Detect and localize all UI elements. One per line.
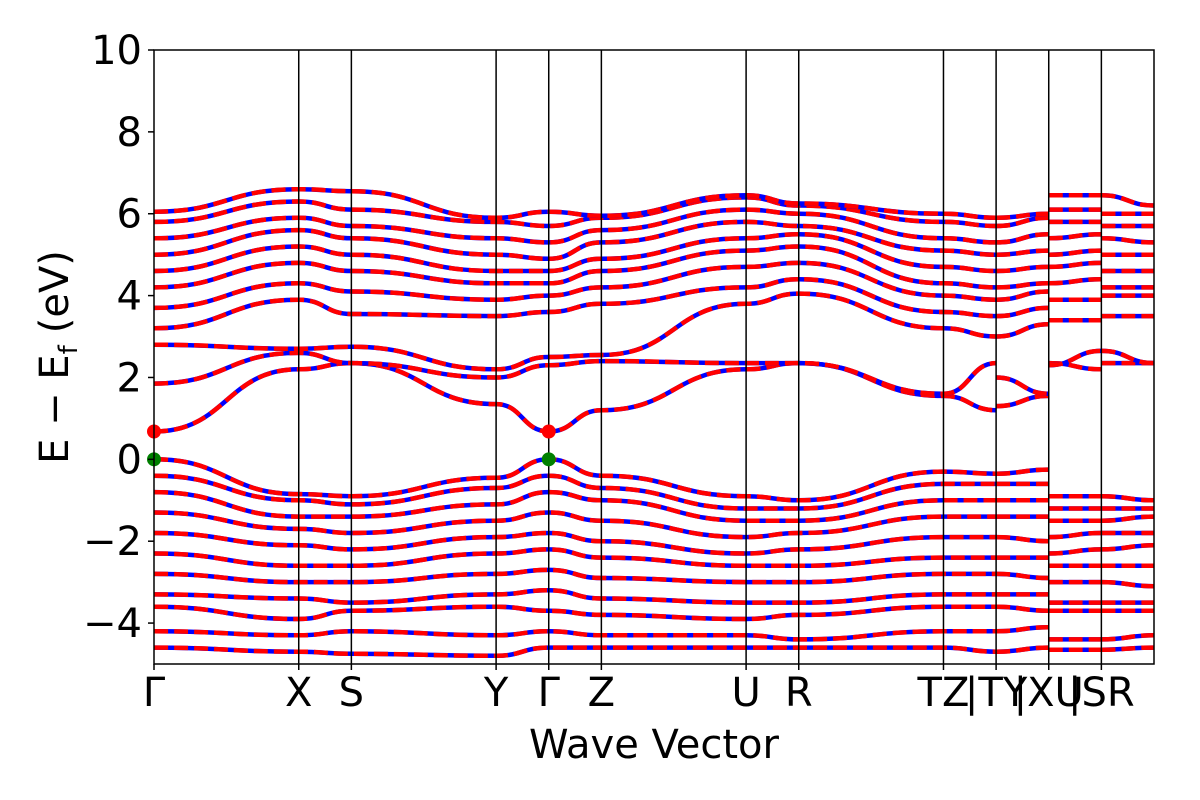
band-vb6-spin-down [153,547,1154,569]
x-axis-title: Wave Vector [529,722,780,768]
x-tick-label: U [731,670,760,716]
band-vb9-spin-down [153,604,1154,622]
x-tick-label: X [285,670,312,716]
band-vb11-spin-down [153,645,1155,659]
x-tick-label: S [339,670,364,716]
x-tick-label: Γ [538,670,561,716]
vbm-marker [541,452,556,467]
band-cb1-spin-down [153,360,1154,434]
high-symmetry-lines [297,50,1103,664]
x-tick-label: Y [483,670,509,716]
y-axis-title: E − Ef (eV) [32,250,84,464]
x-tick-label: |TY [965,670,1028,716]
band-vb5-spin-down [153,530,1155,556]
band-cb3-spin-down [153,291,1154,372]
y-axis-title-unit: (eV) [32,250,78,333]
x-tick-label: |XU [1014,670,1084,716]
x-tick-label: Γ [143,670,166,716]
y-tick-label: 6 [117,192,142,238]
band-vb8-spin-down [153,588,1154,605]
plot-frame [153,49,1155,665]
band-cb2-spin-down [153,348,1155,397]
band-vb2-spin-down [153,473,1154,511]
y-tick-label: 4 [117,274,142,320]
x-tick-label: |SR [1068,670,1135,716]
band-cb8-spin-down [153,219,1155,262]
y-tick-label: 8 [117,110,142,156]
band-cb7-spin-down [153,231,1154,274]
band-cb10-spin-down [153,195,1154,229]
y-tick-label: 10 [91,28,142,74]
x-tick-label: R [785,670,813,716]
band-vb1-spin-down [153,457,1155,503]
y-axis-title-main: E − E [32,354,78,464]
band-vb4-spin-down [153,510,1154,540]
y-axis: −4 −2 0 2 4 6 8 10 [83,28,154,647]
band-cb6-spin-down [153,244,1154,290]
band-cb4-spin-down [153,276,1154,331]
band-vb10-spin-down [153,624,1155,642]
x-tick-label: Z [588,670,615,716]
band-lines [153,186,1155,659]
band-cb9-spin-down [153,207,1154,245]
x-axis: Γ X S Y Γ Z U R TZ|TY|XU|SR [143,664,1135,716]
y-tick-label: 2 [117,355,142,401]
cbm-marker [541,424,556,439]
y-tick-label: −4 [83,601,142,647]
y-axis-title-sub: f [54,344,84,354]
band-cb5-spin-down [153,260,1154,311]
band-extrema-markers [147,424,556,467]
band-vb3-spin-down [153,489,1155,523]
y-tick-label: 0 [117,437,142,483]
y-tick-label: −2 [83,519,142,565]
x-tick-label: TZ [917,670,970,716]
band-cb11-spin-down [153,186,1155,221]
band-vb7-spin-down [153,567,1155,589]
